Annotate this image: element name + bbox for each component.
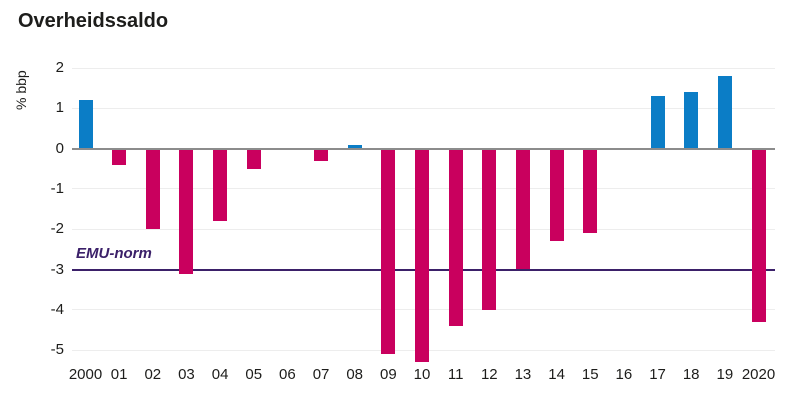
x-axis-tick-label: 01 — [110, 366, 128, 383]
bar-18 — [684, 92, 699, 149]
emu-norm-label: EMU-norm — [76, 245, 152, 262]
bar-2000 — [78, 100, 93, 149]
x-axis-tick-label: 17 — [649, 366, 666, 383]
x-axis-tick-label: 02 — [144, 366, 162, 383]
bar-01 — [112, 148, 127, 165]
bar-04 — [213, 148, 228, 222]
bar-07 — [314, 148, 329, 161]
bar-2020 — [751, 148, 766, 322]
bar-13 — [515, 148, 530, 270]
x-axis-tick-label: 06 — [279, 366, 296, 383]
bar-03 — [179, 148, 194, 274]
gridline — [72, 67, 775, 69]
x-axis-tick-label: 12 — [480, 366, 498, 383]
x-axis-tick-label: 16 — [615, 366, 633, 383]
x-axis-tick-label: 18 — [682, 366, 700, 383]
x-axis-tick-label: 08 — [346, 366, 364, 383]
y-axis-tick-label: 2 — [55, 59, 64, 76]
bar-11 — [448, 148, 463, 326]
x-axis-tick-label: 09 — [380, 366, 397, 383]
bar-12 — [482, 148, 497, 310]
x-axis-tick-label: 2020 — [741, 366, 776, 383]
y-axis-tick-label: -4 — [50, 300, 64, 318]
x-axis-tick-label: 13 — [514, 366, 532, 383]
x-axis-tick-label: 10 — [413, 366, 431, 383]
y-axis-tick-label: -3 — [50, 260, 64, 278]
bar-05 — [246, 148, 261, 169]
y-axis-tick-label: 0 — [55, 139, 64, 157]
zero-gridline — [72, 147, 775, 150]
gridline — [72, 107, 775, 109]
y-axis-tick-label: -5 — [50, 341, 64, 359]
bar-08 — [347, 144, 362, 149]
bar-09 — [381, 148, 396, 355]
bar-14 — [549, 148, 564, 242]
bar-19 — [717, 76, 732, 149]
x-axis-tick-label: 14 — [548, 366, 565, 383]
x-axis-tick-label: 04 — [211, 366, 229, 383]
x-axis-tick-label: 11 — [447, 366, 464, 383]
bar-15 — [583, 148, 598, 234]
x-axis-tick-label: 07 — [312, 366, 330, 383]
x-axis-tick-label: 15 — [581, 366, 599, 383]
chart-title: Overheidssaldo — [18, 10, 169, 32]
bar-02 — [145, 148, 160, 230]
y-axis-tick-label: 1 — [55, 99, 64, 117]
bar-10 — [415, 148, 429, 363]
x-axis-tick-label: 05 — [245, 366, 263, 383]
bar-17 — [650, 96, 665, 149]
y-axis-tick-label: -2 — [50, 220, 64, 238]
y-axis-tick-label: -1 — [50, 179, 64, 197]
x-axis-tick-label: 19 — [716, 366, 734, 383]
x-axis-tick-label: 2000 — [68, 366, 103, 383]
x-axis-tick-label: 03 — [178, 366, 195, 383]
